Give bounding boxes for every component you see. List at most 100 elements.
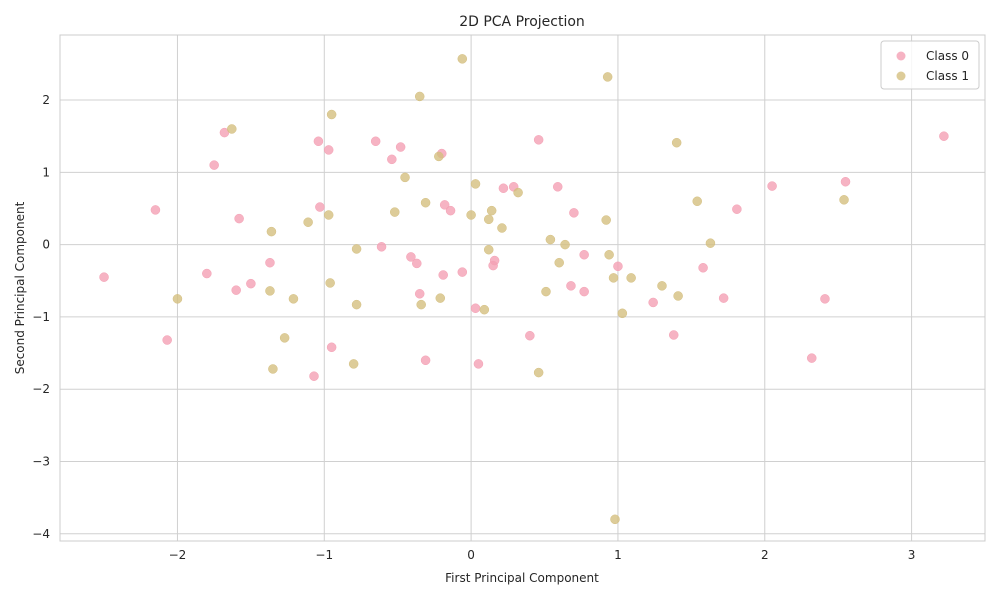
data-point-class-0 (613, 261, 623, 272)
data-point-class-1 (692, 196, 702, 207)
legend-label-class-0: Class 0 (926, 49, 969, 63)
data-point-class-0 (668, 330, 679, 340)
data-point-class-0 (315, 202, 325, 212)
data-point-class-1 (705, 238, 716, 248)
data-point-class-1 (533, 367, 544, 378)
data-point-class-0 (569, 208, 579, 218)
x-tick-label: 1 (614, 548, 622, 562)
legend-marker-class-1 (896, 71, 906, 81)
data-point-class-1 (626, 273, 636, 283)
data-point-class-0 (698, 263, 708, 273)
data-point-class-1 (513, 187, 523, 198)
data-point-class-1 (400, 172, 410, 183)
data-point-class-1 (483, 214, 494, 225)
y-tick-label: −4 (32, 527, 50, 541)
data-point-class-0 (566, 281, 576, 291)
data-point-class-0 (552, 182, 563, 192)
data-point-class-0 (162, 335, 172, 345)
data-point-class-1 (608, 273, 619, 283)
data-point-class-0 (533, 135, 544, 145)
data-point-class-0 (231, 285, 241, 295)
data-point-class-1 (545, 234, 556, 245)
data-point-class-0 (470, 303, 481, 313)
data-point-class-0 (939, 131, 949, 141)
grid (60, 35, 985, 541)
data-point-class-1 (268, 364, 278, 374)
legend-label-class-1: Class 1 (926, 69, 969, 83)
data-point-class-0 (438, 270, 448, 280)
y-tick-label: 2 (42, 93, 50, 107)
data-point-class-0 (473, 359, 484, 369)
x-tick-label: −2 (169, 548, 187, 562)
data-point-class-1 (325, 278, 335, 288)
data-point-class-1 (610, 514, 620, 525)
data-point-class-0 (246, 278, 256, 289)
data-point-class-1 (673, 291, 683, 301)
data-point-class-1 (602, 72, 613, 82)
y-axis-label: Second Principal Component (13, 201, 27, 374)
y-tick-label: 1 (42, 165, 50, 179)
data-point-class-1 (839, 195, 849, 205)
data-point-class-1 (604, 249, 614, 260)
data-point-class-0 (414, 289, 425, 299)
data-point-class-0 (445, 205, 456, 216)
data-point-class-0 (718, 293, 729, 303)
data-point-class-0 (767, 181, 777, 191)
data-point-class-1 (303, 217, 313, 227)
legend-marker-class-0 (896, 51, 906, 61)
data-point-class-1 (266, 226, 277, 237)
scatter-points (99, 54, 949, 525)
data-point-class-0 (420, 355, 431, 366)
data-point-class-0 (806, 353, 817, 363)
data-point-class-0 (376, 242, 387, 252)
data-point-class-1 (351, 299, 362, 310)
y-tick-label: 0 (42, 238, 50, 252)
data-point-class-1 (486, 205, 497, 216)
data-point-class-1 (326, 109, 337, 120)
data-point-class-1 (554, 257, 564, 268)
data-point-class-0 (525, 330, 535, 341)
data-point-class-1 (457, 54, 468, 64)
data-point-class-0 (579, 286, 589, 297)
plot-frame (59, 34, 986, 542)
data-point-class-1 (497, 223, 507, 233)
data-point-class-0 (326, 342, 337, 353)
y-tick-labels: −4 −3 −2 −1 0 1 2 (32, 93, 50, 541)
data-point-class-1 (466, 210, 476, 220)
data-point-class-0 (840, 176, 851, 187)
x-tick-label: 2 (761, 548, 769, 562)
data-point-class-1 (671, 137, 682, 148)
data-point-class-0 (234, 213, 244, 224)
legend-box (880, 40, 980, 90)
data-point-class-1 (414, 91, 425, 102)
data-point-class-1 (288, 294, 299, 304)
data-point-class-1 (323, 210, 334, 220)
data-point-class-0 (732, 204, 742, 214)
x-tick-labels: −2 −1 0 1 2 3 (169, 548, 916, 562)
data-point-class-1 (470, 179, 481, 189)
legend: Class 0 Class 1 (880, 40, 980, 90)
data-point-class-0 (457, 267, 468, 277)
data-point-class-1 (172, 294, 183, 304)
data-point-class-1 (351, 244, 362, 254)
chart-title: 2D PCA Projection (459, 14, 585, 30)
data-point-class-1 (227, 124, 237, 134)
data-point-class-0 (309, 371, 319, 381)
data-point-class-0 (209, 160, 219, 170)
data-point-class-0 (99, 272, 109, 282)
data-point-class-0 (498, 183, 509, 193)
data-point-class-1 (416, 299, 426, 310)
y-tick-label: −1 (32, 310, 50, 324)
data-point-class-1 (390, 207, 400, 217)
data-point-class-0 (412, 258, 422, 269)
y-tick-label: −3 (32, 454, 50, 468)
data-point-class-0 (579, 249, 589, 260)
data-point-class-1 (617, 308, 628, 319)
data-point-class-1 (541, 286, 551, 297)
data-point-class-0 (323, 145, 334, 155)
data-point-class-0 (265, 257, 275, 268)
x-tick-label: −1 (315, 548, 333, 562)
data-point-class-0 (387, 154, 397, 165)
data-point-class-1 (601, 215, 611, 225)
